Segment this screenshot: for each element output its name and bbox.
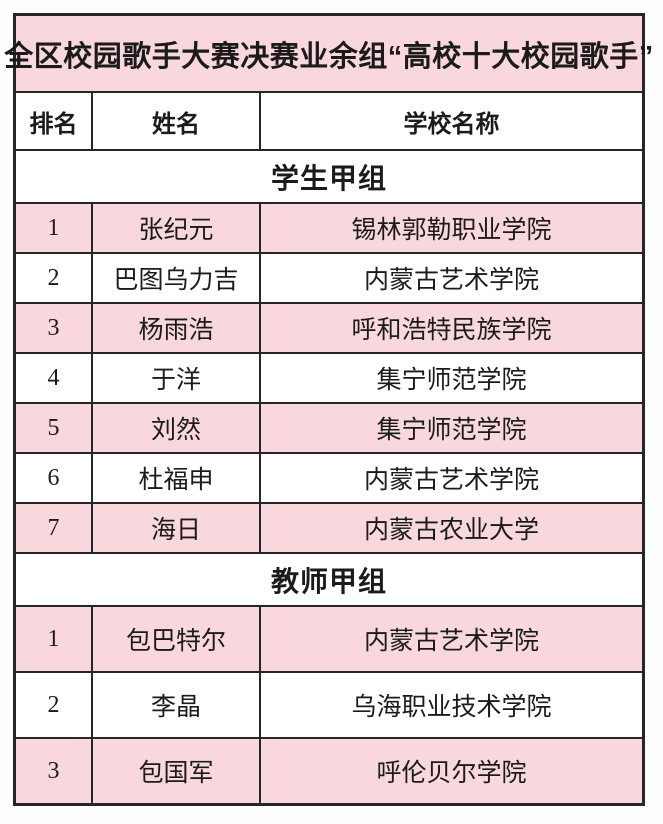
- name-cell: 李晶: [91, 673, 259, 737]
- rank-cell: 1: [47, 625, 60, 652]
- name-cell: 张纪元: [91, 204, 259, 252]
- table-body: 学生甲组 1 张纪元 锡林郭勒职业学院 2 巴图乌力吉 内蒙古艺术学院 3 杨雨…: [16, 149, 642, 803]
- school-cell: 内蒙古艺术学院: [259, 254, 642, 302]
- school-cell: 呼伦贝尔学院: [259, 739, 642, 803]
- rank-cell: 6: [47, 464, 60, 491]
- table-row: 3 包国军 呼伦贝尔学院: [16, 737, 642, 803]
- section-header: 学生甲组: [16, 149, 642, 202]
- rank-cell: 2: [47, 264, 60, 291]
- name-cell: 杜福申: [91, 454, 259, 502]
- school-cell: 呼和浩特民族学院: [259, 304, 642, 352]
- table-section: 教师甲组 1 包巴特尔 内蒙古艺术学院 2 李晶 乌海职业技术学院 3 包国军 …: [16, 552, 642, 803]
- column-header-name: 姓名: [91, 93, 259, 149]
- column-header-school: 学校名称: [259, 93, 642, 149]
- table-row: 1 包巴特尔 内蒙古艺术学院: [16, 605, 642, 671]
- name-cell: 巴图乌力吉: [91, 254, 259, 302]
- results-table: 全区校园歌手大赛决赛业余组“高校十大校园歌手” 排名 姓名 学校名称 学生甲组 …: [4, 13, 653, 806]
- column-header-row: 排名 姓名 学校名称: [16, 93, 642, 149]
- rank-cell: 5: [47, 414, 60, 441]
- name-cell: 包国军: [91, 739, 259, 803]
- school-cell: 集宁师范学院: [259, 354, 642, 402]
- column-header-rank: 排名: [29, 110, 78, 138]
- section-header: 教师甲组: [16, 552, 642, 605]
- rank-cell: 2: [47, 691, 60, 718]
- rank-cell: 3: [47, 757, 60, 784]
- name-cell: 包巴特尔: [91, 607, 259, 671]
- table-row: 2 巴图乌力吉 内蒙古艺术学院: [16, 252, 642, 302]
- section-rows: 1 包巴特尔 内蒙古艺术学院 2 李晶 乌海职业技术学院 3 包国军 呼伦贝尔学…: [16, 605, 642, 803]
- school-cell: 锡林郭勒职业学院: [259, 204, 642, 252]
- rank-cell: 4: [47, 364, 60, 391]
- table-title: 全区校园歌手大赛决赛业余组“高校十大校园歌手”: [4, 16, 653, 93]
- school-cell: 内蒙古艺术学院: [259, 454, 642, 502]
- name-cell: 刘然: [91, 404, 259, 452]
- rank-cell: 3: [47, 314, 60, 341]
- rank-cell: 1: [47, 214, 60, 241]
- table-row: 3 杨雨浩 呼和浩特民族学院: [16, 302, 642, 352]
- table-row: 7 海日 内蒙古农业大学: [16, 502, 642, 552]
- table-section: 学生甲组 1 张纪元 锡林郭勒职业学院 2 巴图乌力吉 内蒙古艺术学院 3 杨雨…: [16, 149, 642, 552]
- section-rows: 1 张纪元 锡林郭勒职业学院 2 巴图乌力吉 内蒙古艺术学院 3 杨雨浩 呼和浩…: [16, 202, 642, 552]
- table-row: 1 张纪元 锡林郭勒职业学院: [16, 202, 642, 252]
- name-cell: 杨雨浩: [91, 304, 259, 352]
- name-cell: 海日: [91, 504, 259, 552]
- table-row: 4 于洋 集宁师范学院: [16, 352, 642, 402]
- name-cell: 于洋: [91, 354, 259, 402]
- table-row: 6 杜福申 内蒙古艺术学院: [16, 452, 642, 502]
- rank-cell: 7: [47, 514, 60, 541]
- school-cell: 乌海职业技术学院: [259, 673, 642, 737]
- school-cell: 内蒙古艺术学院: [259, 607, 642, 671]
- table-row: 2 李晶 乌海职业技术学院: [16, 671, 642, 737]
- school-cell: 内蒙古农业大学: [259, 504, 642, 552]
- school-cell: 集宁师范学院: [259, 404, 642, 452]
- table-row: 5 刘然 集宁师范学院: [16, 402, 642, 452]
